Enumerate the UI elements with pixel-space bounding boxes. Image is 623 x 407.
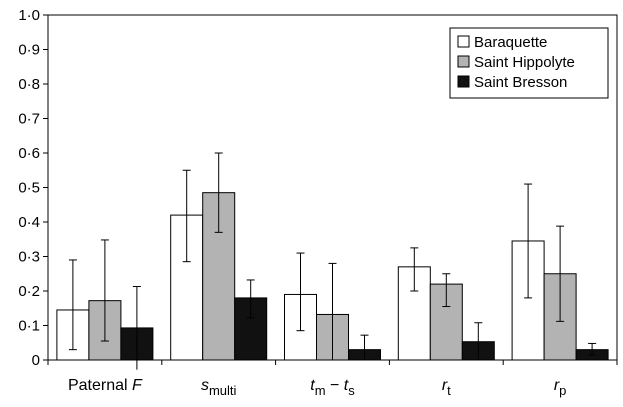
x-category-label: rt (442, 377, 451, 398)
y-tick-label: 0·7 (18, 111, 40, 128)
y-tick-label: 0·6 (18, 145, 40, 162)
y-tick-label: 0·3 (18, 249, 40, 266)
legend-swatch (457, 75, 470, 88)
x-axis-labels: Paternal F smulti tm − ts rt rp (47, 360, 618, 398)
legend-swatch (457, 55, 470, 68)
y-axis: 0 0·1 0·2 0·3 0·4 0·5 0·6 0·7 0·8 0·9 1·0 (18, 7, 48, 369)
legend-box (449, 27, 609, 99)
legend-label: Saint Bresson (474, 74, 567, 91)
x-category-label: smulti (201, 377, 237, 398)
y-tick-label: 0·9 (18, 42, 40, 59)
y-tick-label: 1·0 (18, 7, 40, 24)
y-tick-label: 0·8 (18, 76, 40, 93)
x-category-label: rp (554, 377, 567, 398)
y-tick-label: 0·2 (18, 283, 40, 300)
x-category-label: Paternal F (68, 377, 143, 394)
x-category-label: tm − ts (310, 377, 355, 398)
error-bars (68, 152, 597, 370)
y-tick-label: 0·4 (18, 214, 40, 231)
y-tick-label: 0 (32, 352, 40, 369)
legend-label: Baraquette (474, 34, 547, 51)
y-tick-label: 0·5 (18, 180, 40, 197)
legend-swatch (457, 35, 470, 48)
legend-label: Saint Hippolyte (474, 54, 575, 71)
legend: Baraquette Saint Hippolyte Saint Bresson (449, 27, 609, 99)
y-tick-label: 0·1 (18, 318, 40, 335)
